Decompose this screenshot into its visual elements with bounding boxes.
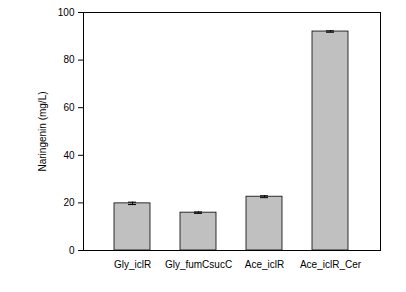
- svg-text:Ace_iclR_Cer: Ace_iclR_Cer: [300, 259, 362, 270]
- svg-text:Gly_fumCsucC: Gly_fumCsucC: [165, 259, 232, 270]
- svg-text:Ace_iclR: Ace_iclR: [245, 259, 284, 270]
- svg-text:80: 80: [63, 54, 75, 65]
- svg-text:0: 0: [69, 245, 75, 256]
- svg-text:20: 20: [63, 197, 75, 208]
- svg-text:Naringenin (mg/L): Naringenin (mg/L): [37, 91, 48, 171]
- svg-text:100: 100: [58, 7, 75, 18]
- svg-text:Gly_iclR: Gly_iclR: [114, 259, 151, 270]
- svg-text:60: 60: [63, 102, 75, 113]
- svg-text:40: 40: [63, 150, 75, 161]
